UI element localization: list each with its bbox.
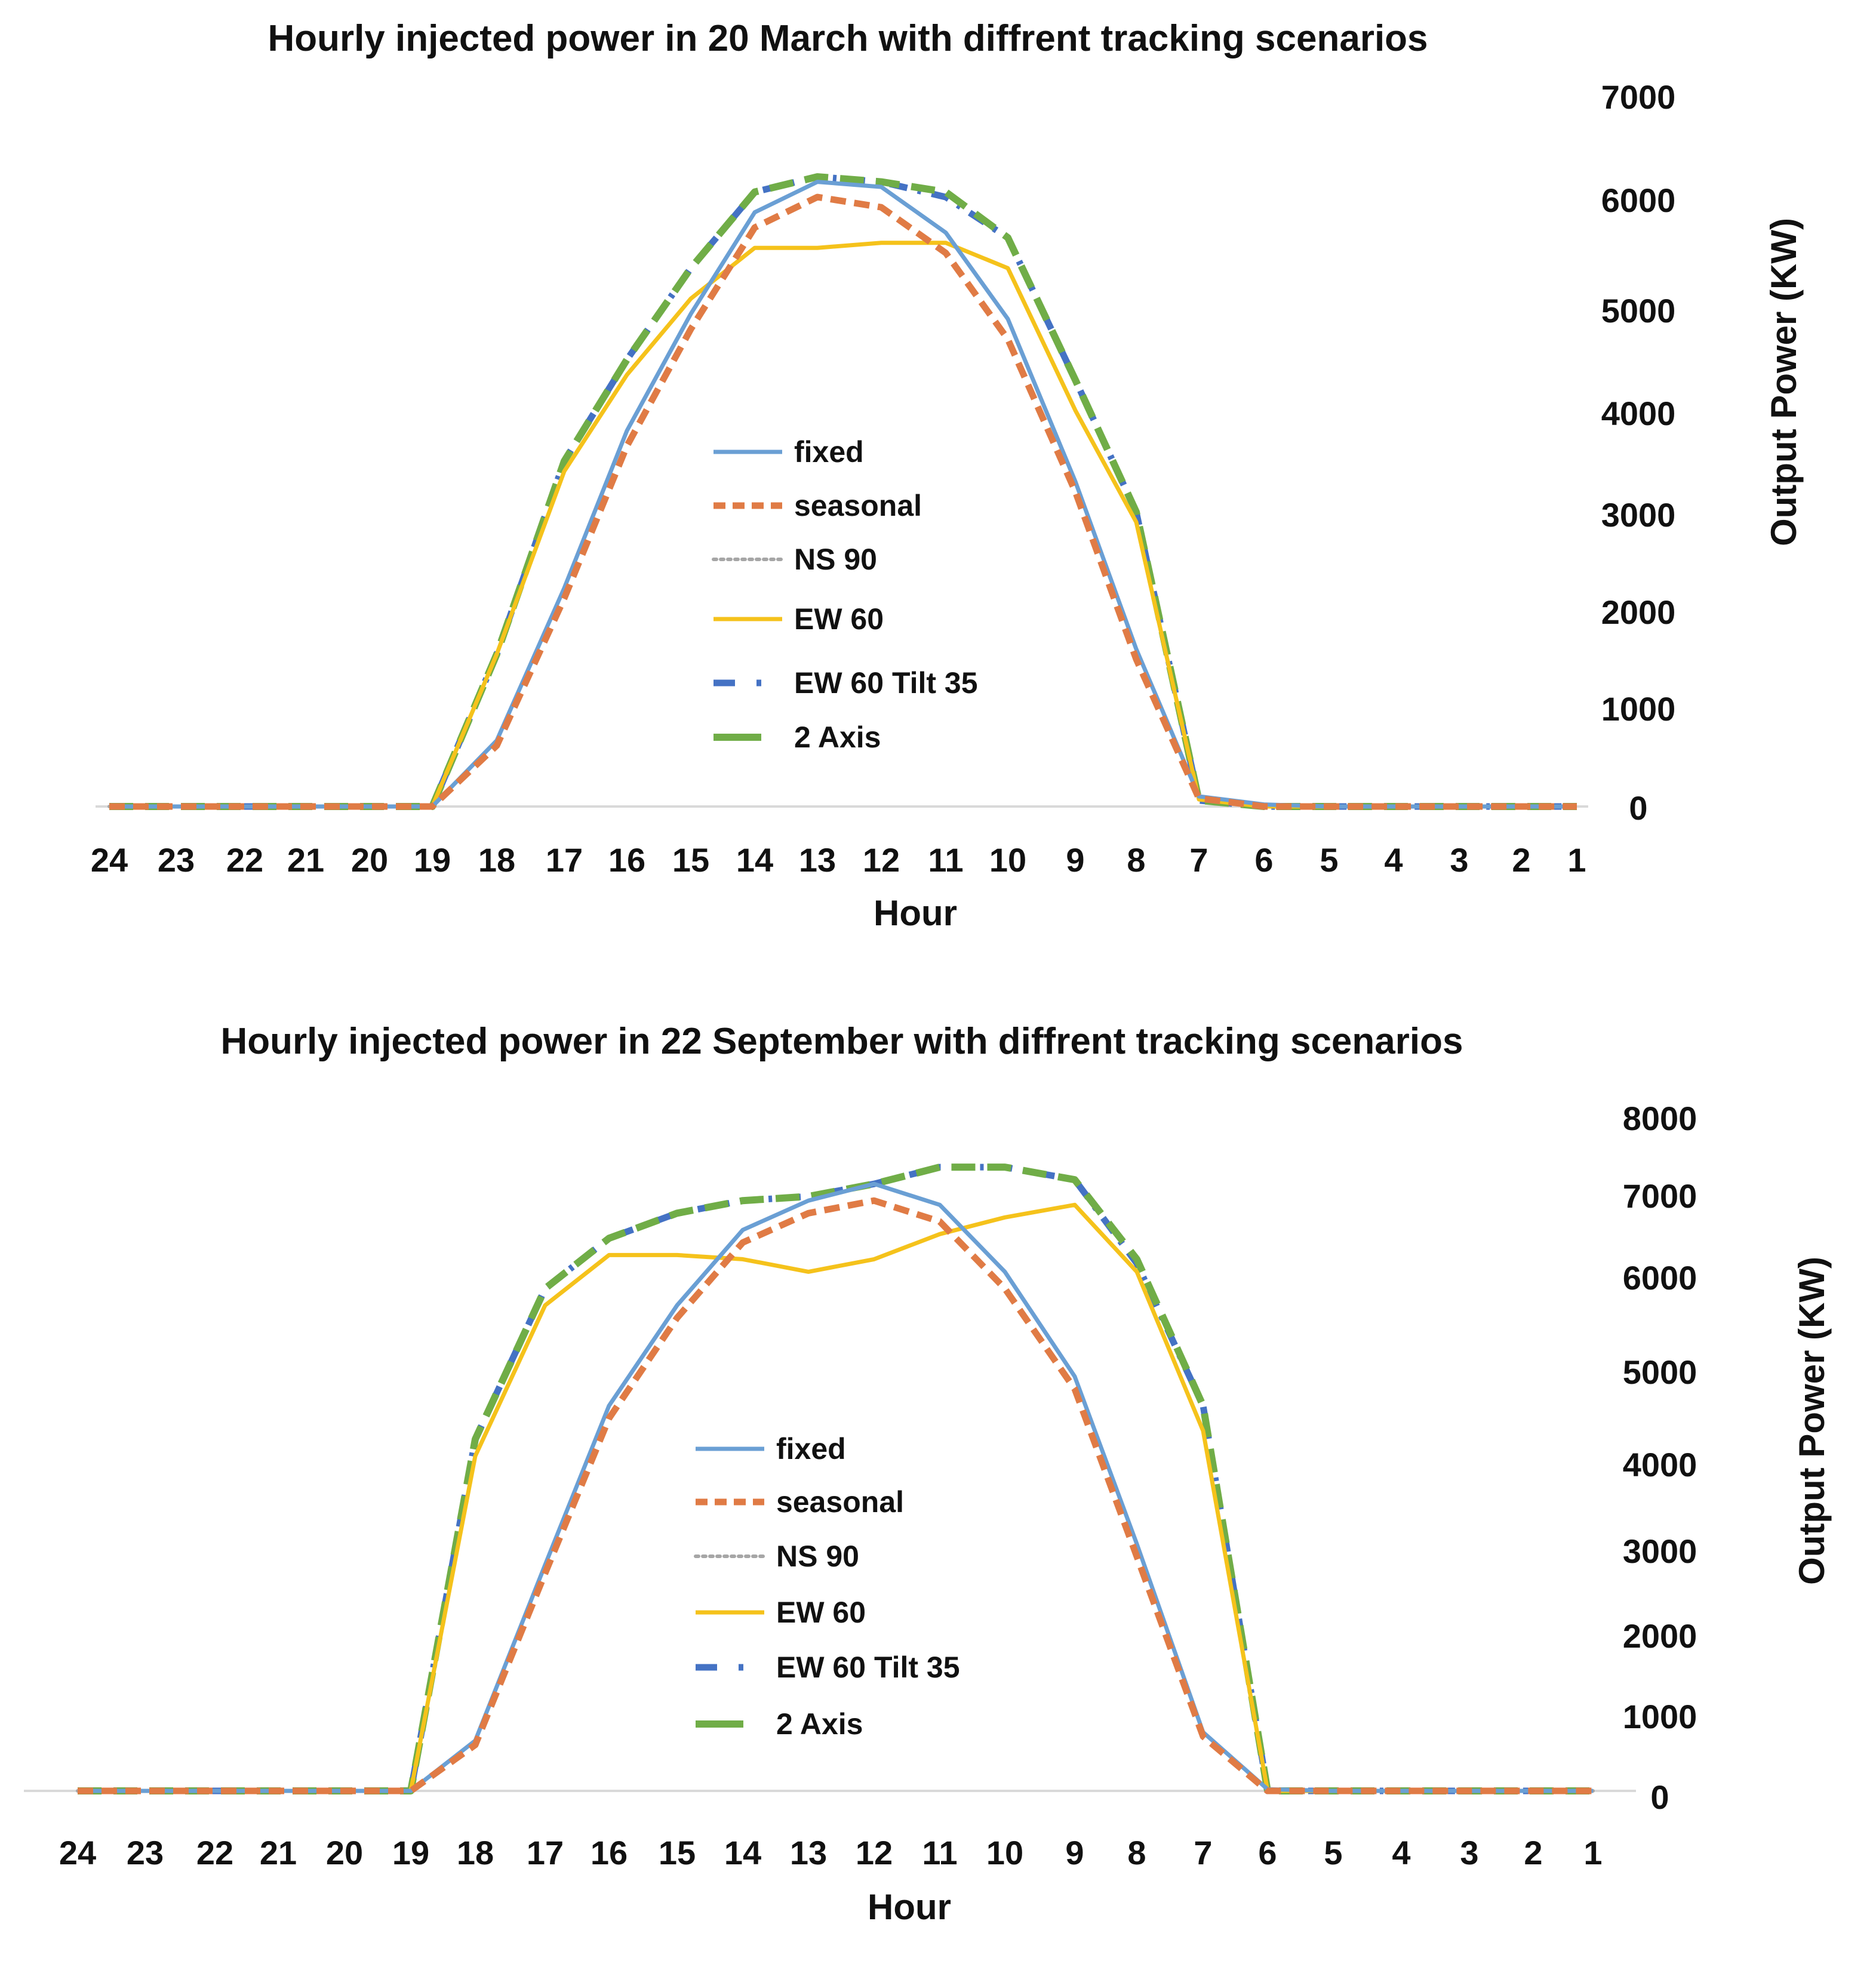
x-tick-label: 17 (546, 841, 583, 879)
x-tick-label: 3 (1460, 1834, 1478, 1871)
x-tick-label: 13 (790, 1834, 827, 1871)
chart-title: Hourly injected power in 22 September wi… (221, 1021, 1463, 1062)
y-tick-label: 3000 (1601, 496, 1676, 534)
y-tick-label: 4000 (1623, 1446, 1697, 1483)
x-tick-label: 4 (1392, 1834, 1410, 1871)
x-tick-label: 13 (799, 841, 836, 879)
legend-label-ew60: EW 60 (794, 602, 884, 636)
legend-label-fixed: fixed (776, 1432, 846, 1466)
y-tick-label: 6000 (1601, 181, 1676, 219)
legend-label-ew60tilt35: EW 60 Tilt 35 (794, 666, 978, 700)
x-tick-label: 20 (351, 841, 388, 879)
legend-label-axis2: 2 Axis (794, 721, 881, 754)
legend-label-ew60: EW 60 (776, 1596, 866, 1629)
x-tick-label: 22 (226, 841, 263, 879)
x-tick-label: 19 (414, 841, 451, 879)
x-tick-label: 11 (922, 1834, 957, 1871)
y-tick-label: 7000 (1623, 1177, 1697, 1215)
series-line-ew60tilt35 (78, 1163, 1593, 1794)
x-tick-label: 11 (928, 841, 963, 879)
x-axis-title: Hour (868, 1887, 951, 1927)
x-tick-label: 21 (287, 841, 324, 879)
x-tick-label: 9 (1066, 841, 1084, 879)
legend-label-seasonal: seasonal (794, 489, 922, 522)
x-tick-label: 23 (127, 1834, 164, 1871)
x-tick-label: 8 (1127, 841, 1145, 879)
legend-label-axis2: 2 Axis (776, 1707, 863, 1741)
legend-label-ns90: NS 90 (776, 1540, 859, 1573)
series-line-seasonal (109, 193, 1577, 810)
series-line-axis2 (78, 1163, 1593, 1794)
x-tick-label: 3 (1450, 841, 1468, 879)
legend: fixed seasonal NS 90 EW 60 EW 60 Tilt 35 2 Ax… (712, 435, 978, 754)
y-tick-label: 5000 (1623, 1353, 1697, 1391)
y-tick-label: 0 (1650, 1778, 1669, 1816)
x-tick-label: 16 (591, 1834, 628, 1871)
legend-label-fixed: fixed (794, 435, 864, 469)
x-tick-label: 10 (986, 1834, 1023, 1871)
x-tick-label: 1 (1583, 1834, 1602, 1871)
x-tick-label: 23 (158, 841, 195, 879)
y-axis-title: Output Power (KW) (1764, 218, 1804, 546)
y-tick-label: 1000 (1601, 690, 1676, 728)
x-tick-label: 9 (1065, 1834, 1084, 1871)
x-tick-label: 2 (1524, 1834, 1542, 1871)
x-tick-label: 5 (1324, 1834, 1342, 1871)
x-tick-label: 18 (478, 841, 515, 879)
x-tick-label: 8 (1127, 1834, 1146, 1871)
x-tick-label: 15 (672, 841, 709, 879)
chart-title: Hourly injected power in 20 March with d… (267, 18, 1428, 59)
x-tick-label: 18 (457, 1834, 494, 1871)
x-tick-label: 24 (91, 841, 128, 879)
x-tick-label: 12 (863, 841, 900, 879)
x-tick-label: 20 (326, 1834, 363, 1871)
y-tick-label: 7000 (1601, 78, 1676, 116)
chart-1: Hourly injected power in 20 March with d… (91, 18, 1804, 933)
x-axis-title: Hour (874, 893, 957, 933)
series-line-seasonal (78, 1197, 1593, 1794)
y-tick-label: 2000 (1623, 1617, 1697, 1655)
x-tick-label: 17 (527, 1834, 564, 1871)
y-tick-label: 3000 (1623, 1532, 1697, 1570)
x-tick-label: 2 (1512, 841, 1530, 879)
x-tick-label: 5 (1320, 841, 1338, 879)
x-tick-label: 12 (856, 1834, 893, 1871)
x-tick-label: 21 (260, 1834, 297, 1871)
x-tick-label: 4 (1384, 841, 1403, 879)
x-tick-label: 6 (1258, 1834, 1277, 1871)
legend-label-ew60tilt35: EW 60 Tilt 35 (776, 1651, 960, 1684)
y-axis-title: Output Power (KW) (1792, 1257, 1832, 1585)
y-tick-label: 5000 (1601, 292, 1676, 330)
chart-2: Hourly injected power in 22 September wi… (24, 1021, 1832, 1927)
x-tick-label: 10 (989, 841, 1026, 879)
y-tick-label: 8000 (1623, 1100, 1697, 1137)
y-tick-label: 0 (1629, 789, 1647, 827)
x-tick-label: 15 (659, 1834, 696, 1871)
x-tick-label: 16 (608, 841, 645, 879)
legend-label-ns90: NS 90 (794, 543, 877, 576)
legend: fixed seasonal NS 90 EW 60 EW 60 Tilt 35 2 Ax… (694, 1432, 960, 1741)
x-tick-label: 7 (1194, 1834, 1212, 1871)
y-tick-label: 1000 (1623, 1698, 1697, 1735)
x-tick-label: 24 (59, 1834, 96, 1871)
x-tick-label: 1 (1567, 841, 1586, 879)
legend-label-seasonal: seasonal (776, 1485, 904, 1519)
x-tick-label: 7 (1189, 841, 1208, 879)
x-tick-label: 22 (196, 1834, 233, 1871)
series-line-axis2 (109, 173, 1577, 810)
y-tick-label: 4000 (1601, 395, 1676, 432)
x-tick-label: 19 (392, 1834, 429, 1871)
x-tick-label: 6 (1254, 841, 1273, 879)
x-tick-label: 14 (724, 1834, 761, 1871)
y-tick-label: 2000 (1601, 593, 1676, 631)
y-tick-label: 6000 (1623, 1259, 1697, 1297)
x-tick-label: 14 (736, 841, 773, 879)
